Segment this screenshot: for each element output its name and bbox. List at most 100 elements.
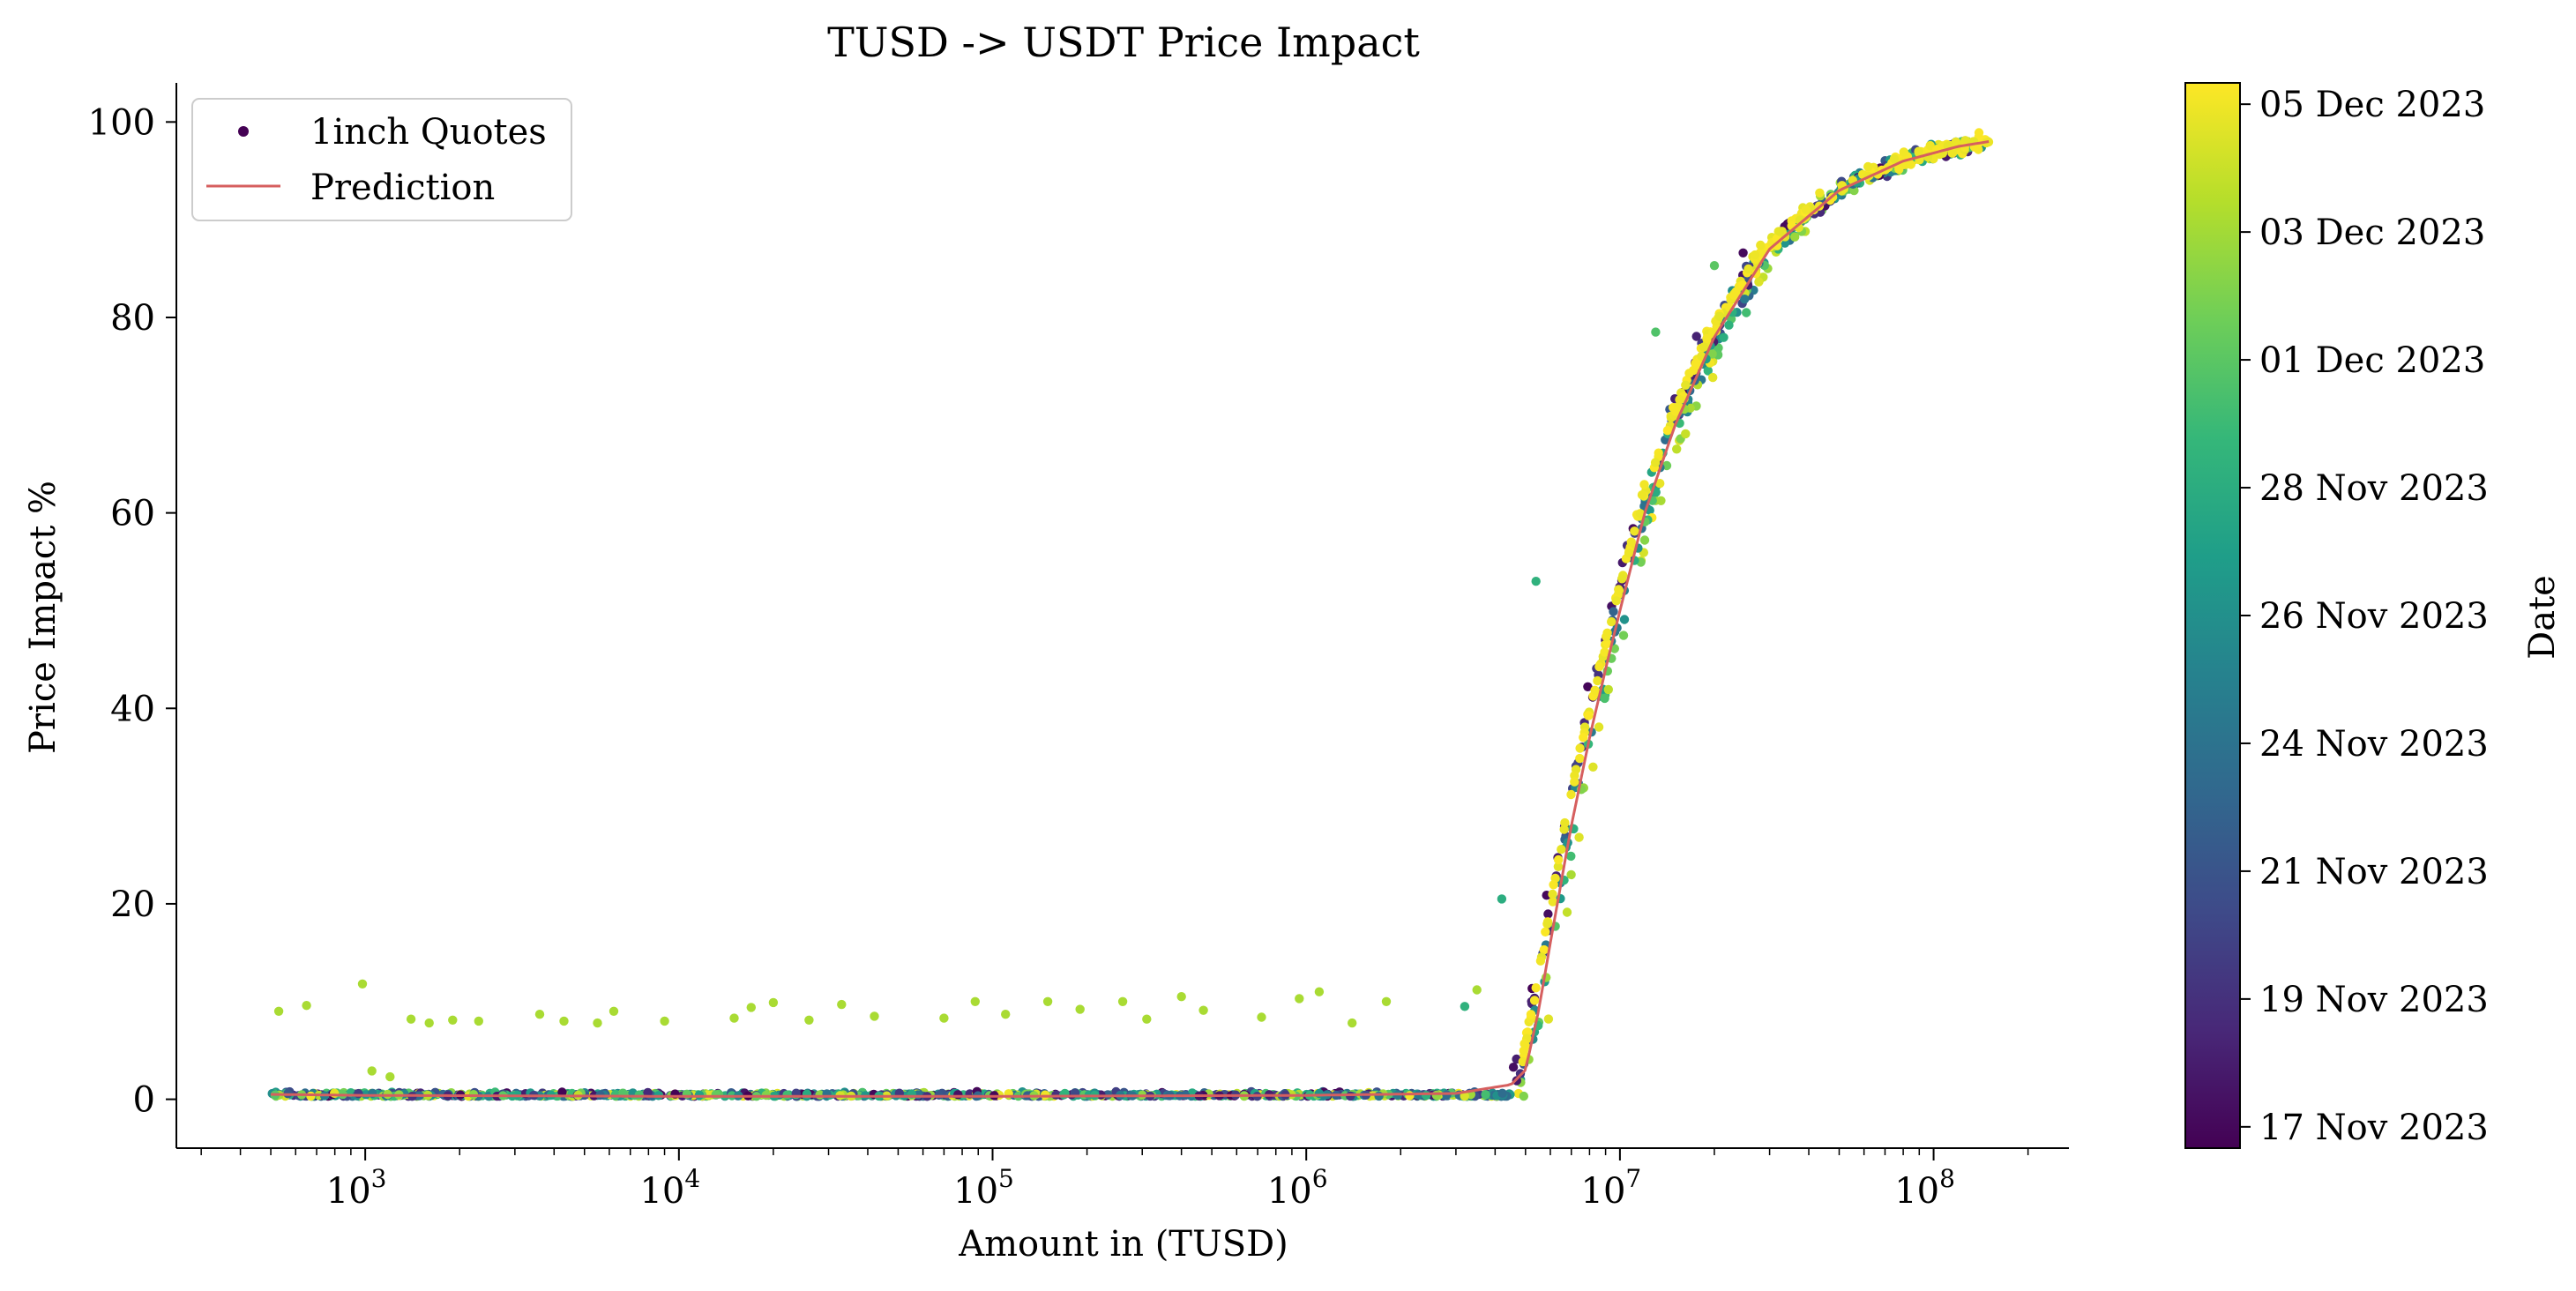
- scatter-point: [1607, 616, 1617, 627]
- scatter-point: [406, 1014, 416, 1024]
- scatter-point: [1626, 537, 1637, 547]
- scatter-point: [1574, 832, 1584, 842]
- legend-box: [191, 98, 572, 221]
- scatter-point: [1703, 366, 1714, 376]
- scatter-point: [1600, 693, 1609, 704]
- colorbar-tick-label: 17 Nov 2023: [2259, 1108, 2489, 1148]
- scatter-point: [1431, 1090, 1442, 1101]
- scatter-point: [1348, 1018, 1357, 1028]
- scatter-point: [1314, 1088, 1325, 1099]
- scatter-point: [1951, 137, 1961, 147]
- scatter-point: [1691, 332, 1701, 341]
- scatter-point: [1689, 365, 1699, 376]
- colorbar-tick-label: 24 Nov 2023: [2259, 724, 2489, 765]
- scatter-point: [1863, 161, 1873, 172]
- scatter-point: [1539, 944, 1549, 955]
- scatter-point: [1198, 1005, 1208, 1015]
- scatter-point: [1947, 148, 1958, 158]
- y-tick-label: 100: [88, 102, 155, 143]
- colorbar-tick-label: 03 Dec 2023: [2259, 213, 2485, 253]
- scatter-point: [448, 1015, 458, 1026]
- scatter-point: [1553, 854, 1564, 865]
- scatter-point: [746, 1003, 756, 1012]
- scatter-point: [1651, 327, 1661, 337]
- scatter-point: [273, 1006, 284, 1017]
- scatter-point: [1497, 1088, 1507, 1099]
- scatter-point: [782, 1090, 792, 1100]
- scatter-point: [1535, 956, 1546, 966]
- x-tick-label: 107: [1581, 1164, 1642, 1212]
- scatter-point: [1075, 1004, 1085, 1014]
- scatter-point: [1481, 1090, 1490, 1100]
- scatter-point: [1600, 647, 1609, 657]
- scatter-point: [385, 1071, 395, 1082]
- x-tick-label: 105: [953, 1164, 1014, 1212]
- scatter-point: [1702, 333, 1712, 343]
- scatter-point: [1602, 628, 1612, 638]
- scatter-point: [1894, 164, 1904, 175]
- scatter-point: [302, 1001, 311, 1011]
- scatter-point: [1754, 277, 1764, 287]
- scatter-point: [1729, 290, 1739, 300]
- scatter-point: [870, 1011, 879, 1021]
- scatter-point: [1617, 574, 1627, 584]
- legend-label: Prediction: [310, 168, 495, 208]
- y-tick-label: 80: [110, 298, 155, 339]
- scatter-point: [1594, 722, 1604, 732]
- scatter-point: [804, 1015, 814, 1026]
- scatter-point: [1672, 444, 1682, 454]
- scatter-point: [1914, 146, 1923, 156]
- scatter-point: [1624, 548, 1634, 558]
- scatter-point: [357, 979, 368, 989]
- scatter-point: [1594, 661, 1604, 672]
- scatter-point: [1314, 987, 1325, 996]
- scatter-point: [593, 1018, 602, 1028]
- scatter-point: [367, 1066, 377, 1076]
- y-tick-label: 40: [110, 689, 155, 729]
- scatter-point: [1750, 250, 1760, 260]
- scatter-point: [1899, 147, 1908, 157]
- scatter-point: [1557, 845, 1566, 854]
- scatter-point: [953, 1090, 963, 1100]
- scatter-point: [1815, 188, 1825, 198]
- scatter-point: [660, 1016, 669, 1026]
- scatter-point: [1553, 862, 1564, 871]
- scatter-point: [1635, 509, 1646, 519]
- prediction-line: [271, 140, 1990, 1098]
- scatter-point: [1472, 985, 1482, 995]
- scatter-point: [424, 1018, 434, 1028]
- scatter-point: [1602, 638, 1612, 648]
- colorbar-tick-label: 19 Nov 2023: [2259, 980, 2489, 1020]
- legend: 1inch Quotes Prediction: [191, 98, 572, 221]
- scatter-point: [1675, 395, 1684, 405]
- axes: 0 20 40 60 80 100 103 104 105 106 107 108: [88, 83, 2069, 1212]
- scatter-point: [1738, 248, 1748, 257]
- scatter-point: [1588, 762, 1598, 772]
- scatter-point: [1925, 140, 1935, 151]
- scatter-point: [1714, 311, 1724, 321]
- plot-area: [267, 128, 1994, 1101]
- scatter-point: [1707, 349, 1717, 359]
- scatter-point: [1724, 320, 1734, 330]
- x-tick-label: 104: [639, 1164, 700, 1212]
- scatter-point: [1671, 407, 1681, 416]
- scatter-point: [474, 1016, 483, 1026]
- x-tick-label: 103: [326, 1164, 387, 1212]
- scatter-point: [1543, 909, 1553, 919]
- scatter-point: [1001, 1010, 1011, 1019]
- scatter-point: [609, 1006, 619, 1017]
- scatter-point: [1681, 429, 1691, 439]
- colorbar-label: Date: [2522, 575, 2563, 660]
- scatter-point: [1566, 851, 1576, 862]
- scatter-point: [1889, 153, 1900, 164]
- scatter-point: [534, 1010, 545, 1019]
- scatter-point: [1790, 232, 1800, 242]
- scatter-point: [1422, 1091, 1431, 1101]
- chart-title: TUSD -> USDT Price Impact: [827, 19, 1420, 66]
- scatter-point: [1176, 992, 1186, 1002]
- scatter-point: [729, 1013, 739, 1023]
- scatter-point: [1560, 817, 1570, 828]
- scatter-point: [1519, 1091, 1529, 1101]
- scatter-point: [1618, 631, 1629, 640]
